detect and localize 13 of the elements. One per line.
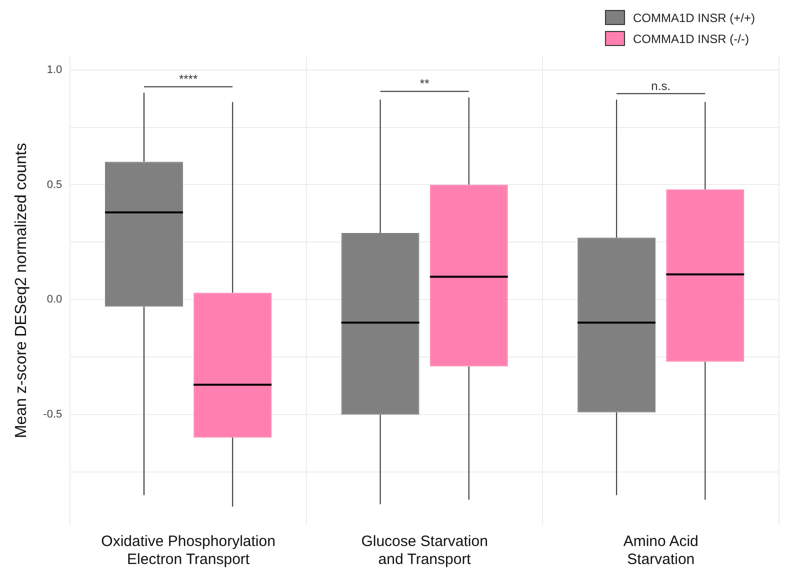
x-tick-label: Amino Acid Starvation <box>623 533 698 568</box>
y-tick-label: -0.5 <box>43 408 62 421</box>
annotation: n.s. <box>651 78 671 93</box>
y-tick-label: 1.0 <box>46 64 62 76</box>
x-tick-label: Oxidative Phosphorylation Electron Transport <box>101 533 276 568</box>
y-tick-label: 0.5 <box>46 178 62 191</box>
x-tick-label: Glucose Starvation and Transport <box>361 533 488 568</box>
annotation: ** <box>420 76 430 91</box>
legend-label: COMMA1D INSR (+/+) <box>632 10 755 24</box>
y-tick-label: 0.0 <box>46 294 62 306</box>
legend-label: COMMA1D INSR (-/-) <box>632 32 749 46</box>
annotation: **** <box>178 72 198 86</box>
y-axis-title: Mean z-score DESeq2 normalized counts <box>13 142 30 438</box>
